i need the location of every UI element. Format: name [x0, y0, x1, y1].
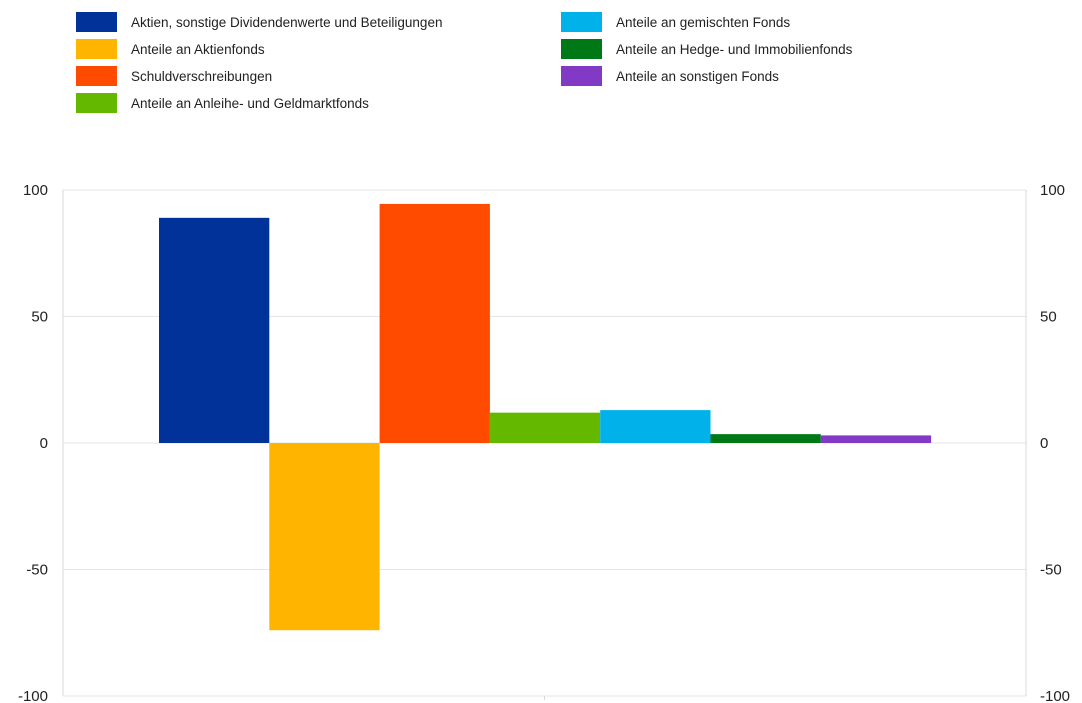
legend-label: Schuldverschreibungen	[131, 69, 272, 84]
y-tick-label-left: -50	[26, 562, 48, 579]
legend-swatch	[76, 12, 117, 32]
legend-item: Anteile an sonstigen Fonds	[561, 66, 779, 86]
y-axis-right: 100 50 0 -50 -100	[1040, 182, 1070, 703]
legend-item: Anteile an Aktienfonds	[76, 39, 265, 59]
legend-swatch	[561, 66, 602, 86]
legend: Aktien, sonstige Dividendenwerte und Bet…	[76, 12, 853, 113]
bar	[159, 217, 270, 443]
y-tick-label-right: 50	[1040, 309, 1057, 326]
y-tick-label-left: 50	[31, 309, 48, 326]
y-tick-label-right: 0	[1040, 435, 1048, 452]
legend-label: Anteile an Hedge- und Immobilienfonds	[616, 42, 853, 57]
y-tick-label-left: 100	[23, 182, 48, 199]
legend-item: Anteile an Anleihe- und Geldmarktfonds	[76, 93, 369, 113]
bar	[379, 203, 490, 443]
bar	[600, 410, 711, 443]
legend-swatch	[76, 66, 117, 86]
legend-label: Anteile an Anleihe- und Geldmarktfonds	[131, 96, 369, 111]
legend-item: Aktien, sonstige Dividendenwerte und Bet…	[76, 12, 442, 32]
legend-label: Aktien, sonstige Dividendenwerte und Bet…	[131, 15, 442, 30]
bar	[269, 443, 380, 631]
legend-swatch	[76, 93, 117, 113]
bars	[159, 203, 932, 631]
legend-swatch	[561, 12, 602, 32]
y-tick-label-right: -50	[1040, 562, 1062, 579]
legend-swatch	[561, 39, 602, 59]
legend-label: Anteile an sonstigen Fonds	[616, 69, 779, 84]
axes	[62, 190, 1027, 700]
bar	[710, 434, 821, 443]
legend-item: Anteile an gemischten Fonds	[561, 12, 790, 32]
legend-label: Anteile an gemischten Fonds	[616, 15, 790, 30]
y-tick-label-right: -100	[1040, 688, 1070, 703]
y-tick-label-right: 100	[1040, 182, 1065, 199]
bar	[820, 435, 932, 443]
y-tick-label-left: -100	[18, 688, 48, 703]
bar	[489, 412, 601, 443]
legend-swatch	[76, 39, 117, 59]
y-axis-left: 100 50 0 -50 -100	[18, 182, 48, 703]
legend-item: Schuldverschreibungen	[76, 66, 272, 86]
legend-item: Anteile an Hedge- und Immobilienfonds	[561, 39, 853, 59]
y-tick-label-left: 0	[40, 435, 48, 452]
legend-label: Anteile an Aktienfonds	[131, 42, 265, 57]
